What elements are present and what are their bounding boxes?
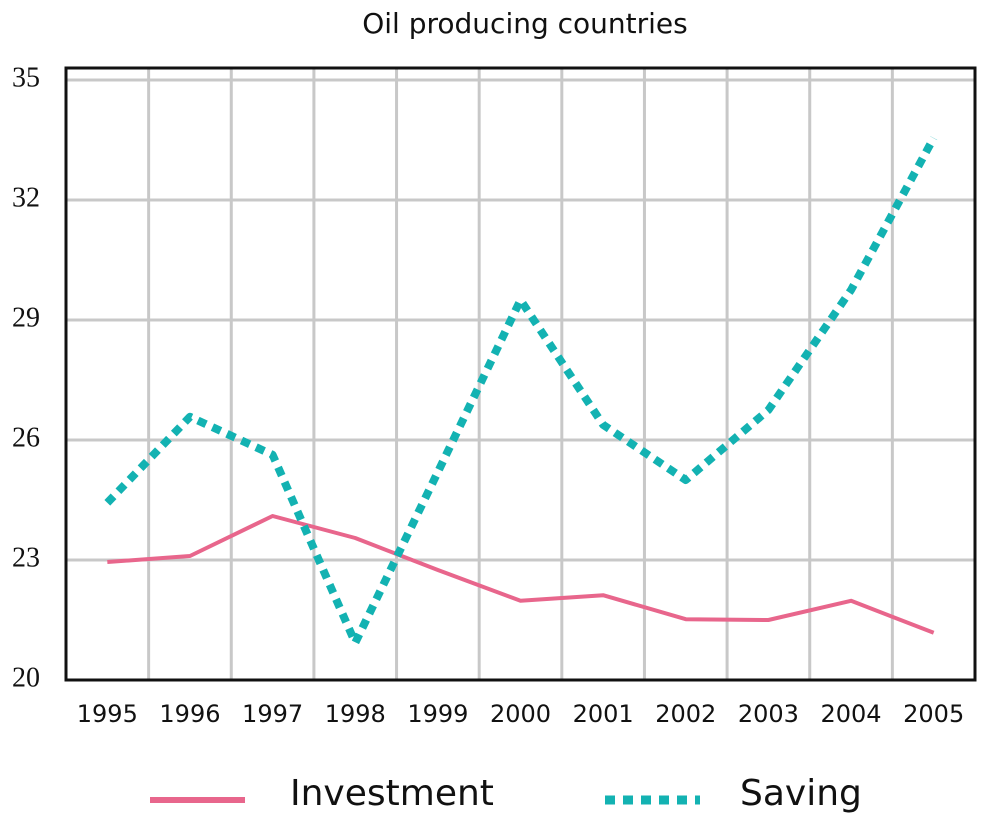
y-tick-label: 26 (12, 422, 40, 453)
legend-label: Saving (740, 773, 862, 814)
x-tick-label: 1996 (159, 700, 220, 728)
series-line (107, 514, 935, 635)
x-tick-label: 1997 (242, 700, 303, 728)
series-line (104, 136, 938, 647)
x-tick-label: 2005 (903, 700, 964, 728)
x-tick-label: 2000 (490, 700, 551, 728)
y-tick-label: 20 (12, 662, 40, 693)
chart-title: Oil producing countries (362, 7, 688, 40)
x-tick-label: 1998 (325, 700, 386, 728)
y-tick-label: 35 (12, 62, 40, 93)
y-tick-label: 23 (12, 542, 40, 573)
x-tick-label: 2001 (573, 700, 634, 728)
y-tick-label: 32 (12, 182, 40, 213)
x-tick-label: 2003 (738, 700, 799, 728)
legend-label: Investment (290, 773, 494, 814)
plot-frame (64, 66, 977, 682)
x-tick-label: 2004 (821, 700, 882, 728)
x-tick-label: 1999 (407, 700, 468, 728)
x-tick-label: 2002 (655, 700, 716, 728)
x-tick-label: 1995 (77, 700, 138, 728)
y-tick-label: 29 (12, 302, 40, 333)
